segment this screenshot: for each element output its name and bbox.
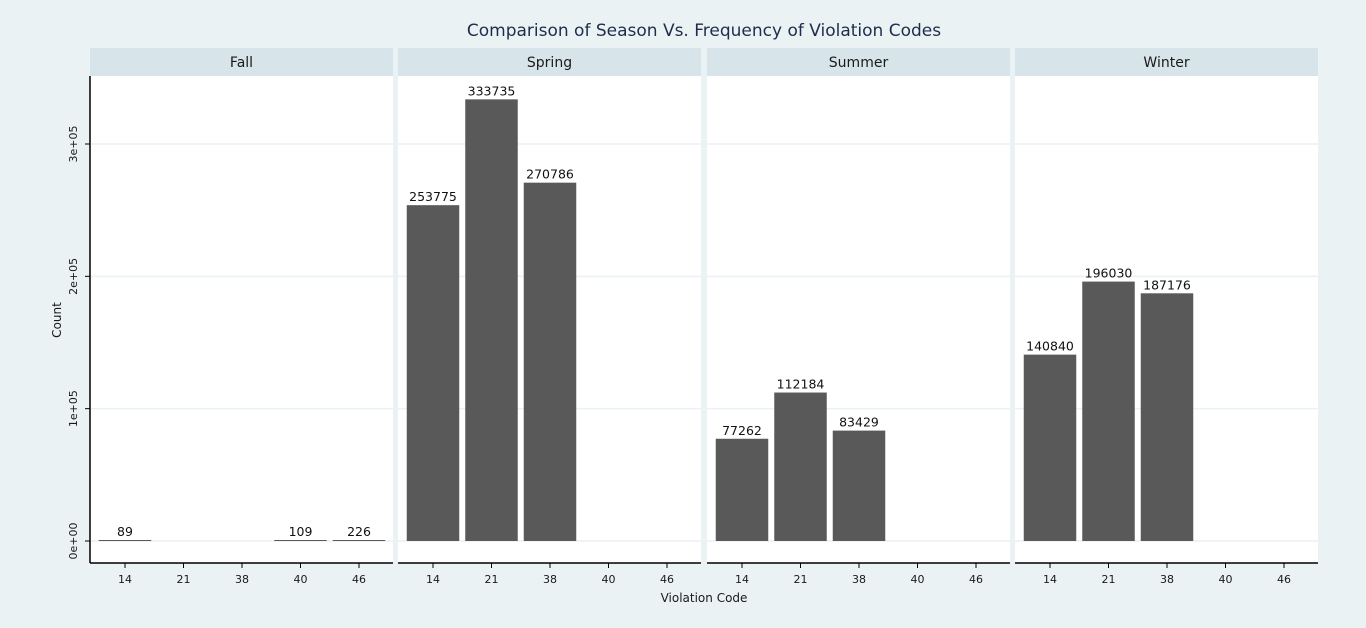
data-label-spring-14: 253775: [409, 189, 457, 204]
data-label-winter-38: 187176: [1143, 277, 1191, 292]
bar-fall-46: [332, 540, 386, 541]
x-tick-label: 40: [1219, 573, 1233, 586]
x-tick-label: 38: [852, 573, 866, 586]
y-tick-label: 0e+00: [67, 523, 80, 560]
facet-winter: Winter 14 140840 21 196030 38 187176 40 46: [1015, 48, 1318, 586]
facet-strip: [90, 48, 393, 76]
data-label-winter-21: 196030: [1085, 266, 1133, 281]
x-tick-label: 21: [177, 573, 191, 586]
y-axis: 0e+00 1e+05 2e+05 3e+05: [67, 76, 91, 563]
facet-spring: Spring 14 253775 21 333735 38 270786 40 46: [398, 48, 701, 586]
bar-spring-21: [465, 99, 518, 541]
data-label-spring-38: 270786: [526, 167, 574, 182]
data-label-summer-14: 77262: [722, 423, 762, 438]
y-tick-label: 2e+05: [67, 258, 80, 295]
bar-summer-14: [715, 438, 769, 541]
x-tick-label: 21: [485, 573, 499, 586]
bar-summer-38: [832, 430, 886, 541]
bar-spring-38: [523, 182, 577, 542]
data-label-winter-14: 140840: [1026, 339, 1074, 354]
bar-winter-14: [1023, 354, 1077, 541]
facets: Fall 14 89 21 38 40 109 46 226 Spring 14 253775 21 33…: [90, 48, 1318, 586]
facet-fall: Fall 14 89 21 38 40 109 46 226: [90, 48, 393, 586]
x-tick-label: 40: [911, 573, 925, 586]
data-label-fall-14: 89: [117, 524, 133, 539]
x-tick-label: 40: [294, 573, 308, 586]
x-tick-label: 14: [1043, 573, 1057, 586]
x-tick-label: 46: [352, 573, 366, 586]
x-tick-label: 40: [602, 573, 616, 586]
data-label-spring-21: 333735: [468, 83, 516, 98]
facet-strip: [1015, 48, 1318, 76]
facet-strip: [707, 48, 1010, 76]
x-tick-label: 21: [1102, 573, 1116, 586]
facet-strip-label: Winter: [1143, 55, 1189, 71]
bar-fall-14: [98, 540, 152, 541]
data-label-fall-46: 226: [347, 524, 371, 539]
x-tick-label: 14: [426, 573, 440, 586]
y-tick-label: 1e+05: [67, 390, 80, 427]
bar-winter-21: [1082, 281, 1135, 541]
facet-summer: Summer 14 77262 21 112184 38 83429 40 46: [707, 48, 1010, 586]
facet-strip-label: Fall: [230, 55, 253, 71]
y-axis-title: Count: [50, 302, 64, 338]
bar-spring-14: [406, 205, 460, 541]
facet-strip: [398, 48, 701, 76]
data-label-summer-21: 112184: [777, 377, 825, 392]
x-tick-label: 21: [794, 573, 808, 586]
x-tick-label: 38: [235, 573, 249, 586]
x-tick-label: 46: [1277, 573, 1291, 586]
data-label-fall-40: 109: [289, 524, 313, 539]
data-label-summer-38: 83429: [839, 415, 879, 430]
facet-strip-label: Summer: [829, 55, 889, 71]
facet-panel: [90, 76, 393, 563]
chart-title: Comparison of Season Vs. Frequency of Vi…: [467, 21, 941, 41]
y-tick-label: 3e+05: [67, 126, 80, 163]
facet-strip-label: Spring: [527, 55, 572, 71]
bar-summer-21: [774, 392, 827, 541]
x-tick-label: 46: [660, 573, 674, 586]
x-tick-label: 14: [735, 573, 749, 586]
bar-fall-40: [274, 540, 327, 541]
bar-winter-38: [1140, 293, 1194, 541]
x-tick-label: 38: [543, 573, 557, 586]
x-axis-title: Violation Code: [661, 591, 748, 605]
x-tick-label: 14: [118, 573, 132, 586]
x-tick-label: 46: [969, 573, 983, 586]
x-tick-label: 38: [1160, 573, 1174, 586]
